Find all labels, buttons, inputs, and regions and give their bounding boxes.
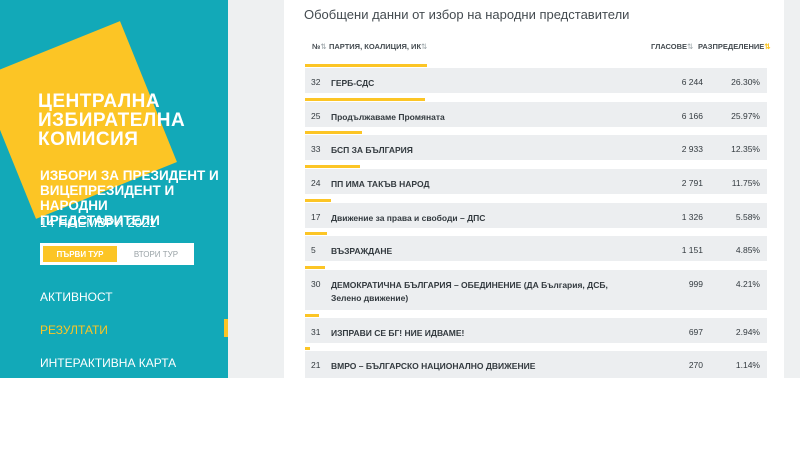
- header-num-label: №: [312, 42, 321, 51]
- nav-item-results[interactable]: РЕЗУЛТАТИ: [40, 323, 108, 337]
- header-party[interactable]: ПАРТИЯ, КОАЛИЦИЯ, ИК⇅: [329, 42, 427, 51]
- header-share[interactable]: РАЗПРЕДЕЛЕНИЕ⇅: [698, 42, 771, 51]
- share-bar: [305, 165, 360, 168]
- vote-percent: 5.58%: [735, 212, 760, 222]
- party-number: 30: [311, 279, 321, 289]
- share-bar: [305, 64, 427, 67]
- vote-count: 6 244: [681, 77, 703, 87]
- party-name: ВЪЗРАЖДАНЕ: [331, 246, 393, 256]
- cik-logo[interactable]: ЦЕНТРАЛНА ИЗБИРАТЕЛНА КОМИСИЯ: [38, 92, 185, 149]
- table-row[interactable]: 31 ИЗПРАВИ СЕ БГ! НИЕ ИДВАМЕ! 697 2.94%: [305, 314, 767, 343]
- nav-item-activity[interactable]: АКТИВНОСТ: [40, 290, 113, 304]
- vote-count: 1 151: [681, 245, 703, 255]
- table-row[interactable]: 25 Продължаваме Промяната 6 166 25.97%: [305, 98, 767, 127]
- party-name: ВМРО – БЪЛГАРСКО НАЦИОНАЛНО ДВИЖЕНИЕ: [331, 361, 536, 371]
- party-number: 17: [311, 212, 321, 222]
- party-name: ИЗПРАВИ СЕ БГ! НИЕ ИДВАМЕ!: [331, 328, 465, 338]
- share-bar: [305, 266, 325, 269]
- election-date: 14 НОЕМВРИ 2021: [40, 215, 157, 230]
- vote-count: 2 933: [681, 144, 703, 154]
- party-name: Продължаваме Промяната: [331, 112, 445, 122]
- share-bar: [305, 131, 363, 134]
- sort-icon: ⇅: [320, 42, 327, 51]
- party-name: БСП ЗА БЪЛГАРИЯ: [331, 145, 413, 155]
- vote-count: 697: [688, 327, 703, 337]
- second-tour-button[interactable]: ВТОРИ ТУР: [133, 249, 179, 259]
- nav-item-interactive-map[interactable]: ИНТЕРАКТИВНА КАРТА: [40, 356, 177, 370]
- header-share-label: РАЗПРЕДЕЛЕНИЕ: [698, 42, 765, 51]
- header-party-label: ПАРТИЯ, КОАЛИЦИЯ, ИК: [329, 42, 422, 51]
- vote-percent: 4.21%: [735, 279, 760, 289]
- vote-percent: 11.75%: [731, 178, 760, 188]
- table-row[interactable]: 30 ДЕМОКРАТИЧНА БЪЛГАРИЯ – ОБЕДИНЕНИЕ (Д…: [305, 266, 767, 310]
- table-row[interactable]: 21 ВМРО – БЪЛГАРСКО НАЦИОНАЛНО ДВИЖЕНИЕ …: [305, 347, 767, 378]
- sort-icon: ⇅: [687, 42, 694, 51]
- party-number: 32: [311, 77, 321, 87]
- logo-line-3: КОМИСИЯ: [38, 129, 139, 150]
- page-viewport: ЦЕНТРАЛНА ИЗБИРАТЕЛНА КОМИСИЯ ИЗБОРИ ЗА …: [0, 0, 800, 378]
- sort-active-icon: ⇅: [764, 42, 771, 51]
- table-row[interactable]: 17 Движение за права и свободи – ДПС 1 3…: [305, 199, 767, 228]
- party-name: ГЕРБ-СДС: [331, 78, 375, 88]
- vote-percent: 25.97%: [731, 111, 760, 121]
- sidebar: ЦЕНТРАЛНА ИЗБИРАТЕЛНА КОМИСИЯ ИЗБОРИ ЗА …: [0, 0, 228, 378]
- table-row[interactable]: 32 ГЕРБ-СДС 6 244 26.30%: [305, 64, 767, 93]
- party-name: ДЕМОКРАТИЧНА БЪЛГАРИЯ – ОБЕДИНЕНИЕ (ДА Б…: [331, 280, 608, 303]
- tour-switch: ПЪРВИ ТУР ВТОРИ ТУР: [40, 243, 194, 265]
- party-number: 33: [311, 144, 321, 154]
- table-row[interactable]: 24 ПП ИМА ТАКЪВ НАРОД 2 791 11.75%: [305, 165, 767, 194]
- vote-count: 999: [688, 279, 703, 289]
- vote-count: 270: [688, 360, 703, 370]
- vote-count: 1 326: [681, 212, 703, 222]
- logo-line-2: ИЗБИРАТЕЛНА: [38, 110, 186, 131]
- header-votes-label: ГЛАСОВЕ: [651, 42, 688, 51]
- party-number: 5: [311, 245, 316, 255]
- vote-count: 2 791: [681, 178, 703, 188]
- vote-count: 6 166: [681, 111, 703, 121]
- party-number: 25: [311, 111, 321, 121]
- party-number: 21: [311, 360, 321, 370]
- vote-percent: 12.35%: [731, 144, 760, 154]
- header-num[interactable]: №⇅: [312, 42, 327, 51]
- election-title: ИЗБОРИ ЗА ПРЕЗИДЕНТ И ВИЦЕПРЕЗИДЕНТ И НА…: [40, 168, 219, 228]
- table-row[interactable]: 5 ВЪЗРАЖДАНЕ 1 151 4.85%: [305, 232, 767, 261]
- party-number: 31: [311, 327, 321, 337]
- page-title: Обобщени данни от избор на народни предс…: [304, 7, 630, 22]
- sort-icon: ⇅: [421, 42, 428, 51]
- header-votes[interactable]: ГЛАСОВЕ⇅: [651, 42, 693, 51]
- party-name: ПП ИМА ТАКЪВ НАРОД: [331, 179, 430, 189]
- share-bar: [305, 199, 331, 202]
- share-bar: [305, 232, 328, 235]
- logo-line-1: ЦЕНТРАЛНА: [38, 91, 161, 112]
- sidebar-nav: АКТИВНОСТ РЕЗУЛТАТИ ИНТЕРАКТИВНА КАРТА: [40, 290, 176, 378]
- party-number: 24: [311, 178, 321, 188]
- share-bar: [305, 98, 426, 101]
- vote-percent: 2.94%: [735, 327, 760, 337]
- party-name: Движение за права и свободи – ДПС: [331, 213, 486, 223]
- active-nav-marker: [224, 319, 228, 337]
- vote-percent: 4.85%: [735, 245, 760, 255]
- table-header: №⇅ ПАРТИЯ, КОАЛИЦИЯ, ИК⇅ ГЛАСОВЕ⇅ РАЗПРЕ…: [312, 42, 771, 54]
- results-panel: Обобщени данни от избор на народни предс…: [284, 0, 784, 378]
- share-bar: [305, 347, 311, 350]
- vote-percent: 26.30%: [731, 77, 760, 87]
- vote-percent: 1.14%: [735, 360, 760, 370]
- share-bar: [305, 314, 319, 317]
- first-tour-button[interactable]: ПЪРВИ ТУР: [43, 246, 117, 262]
- table-row[interactable]: 33 БСП ЗА БЪЛГАРИЯ 2 933 12.35%: [305, 131, 767, 160]
